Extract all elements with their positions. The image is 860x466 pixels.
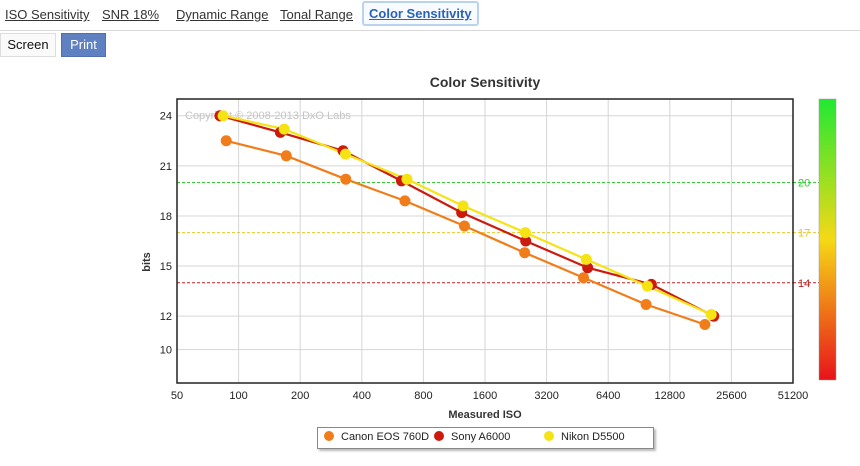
data-point [580, 253, 592, 265]
y-tick-label: 10 [160, 345, 172, 357]
legend-item-nikon: Nikon D5500 [544, 431, 625, 443]
tab-tonal-range[interactable]: Tonal Range [280, 7, 353, 22]
data-point [457, 200, 469, 212]
y-tick-label: 18 [160, 211, 172, 223]
tab-bar: ISO Sensitivity SNR 18% Dynamic Range To… [0, 0, 860, 31]
legend-label-canon: Canon EOS 760D [341, 431, 430, 443]
data-point [640, 298, 652, 310]
legend-item-sony: Sony A6000 [434, 431, 510, 443]
data-point [458, 220, 470, 232]
data-point [340, 148, 352, 160]
data-point [220, 135, 232, 147]
legend-item-canon: Canon EOS 760D [324, 431, 429, 443]
data-point [217, 110, 229, 122]
print-button[interactable]: Print [61, 33, 106, 57]
screen-button[interactable]: Screen [0, 33, 56, 57]
data-point [519, 227, 531, 239]
chart-legend: Canon EOS 760D Sony A6000 Nikon D5500 [317, 427, 654, 449]
watermark-text: Copyright © 2008-2013 DxO Labs [185, 110, 351, 122]
x-tick-label: 25600 [716, 390, 747, 402]
data-point [278, 123, 290, 135]
legend-marker-nikon [544, 431, 554, 441]
x-tick-label: 50 [171, 390, 183, 402]
x-tick-label: 6400 [596, 390, 620, 402]
data-point [399, 195, 411, 207]
data-point [519, 247, 531, 259]
tab-iso-sensitivity[interactable]: ISO Sensitivity [5, 7, 90, 22]
data-point [641, 280, 653, 292]
y-axis-label: bits [141, 252, 153, 272]
reference-line-label: 17 [798, 228, 810, 240]
data-point [280, 150, 292, 162]
x-tick-label: 800 [414, 390, 432, 402]
data-point [340, 173, 352, 185]
plot-frame [176, 98, 794, 384]
x-tick-label: 3200 [534, 390, 558, 402]
y-tick-label: 21 [160, 161, 172, 173]
data-point [699, 319, 711, 331]
data-point [520, 235, 532, 247]
tab-dynamic-range[interactable]: Dynamic Range [176, 7, 269, 22]
chart-title: Color Sensitivity [430, 74, 541, 90]
reference-line-label: 14 [798, 278, 810, 290]
color-scale-bar [818, 98, 837, 381]
x-tick-label: 200 [291, 390, 309, 402]
tab-snr-18[interactable]: SNR 18% [102, 7, 160, 22]
y-tick-label: 15 [160, 261, 172, 273]
tab-color-sensitivity[interactable]: Color Sensitivity [362, 1, 479, 26]
x-tick-label: 1600 [473, 390, 497, 402]
x-axis-label: Measured ISO [448, 409, 522, 421]
x-tick-label: 400 [353, 390, 371, 402]
legend-marker-canon [324, 431, 334, 441]
data-point [401, 173, 413, 185]
reference-line-label: 20 [798, 178, 810, 190]
x-tick-label: 12800 [655, 390, 686, 402]
legend-label-sony: Sony A6000 [451, 431, 511, 443]
legend-marker-sony [434, 431, 444, 441]
data-point [582, 262, 594, 274]
x-tick-label: 51200 [778, 390, 809, 402]
data-point [705, 309, 717, 321]
y-tick-label: 12 [160, 311, 172, 323]
data-point [578, 272, 590, 284]
legend-label-nikon: Nikon D5500 [561, 431, 625, 443]
y-tick-label: 24 [160, 111, 172, 123]
x-tick-label: 100 [229, 390, 247, 402]
